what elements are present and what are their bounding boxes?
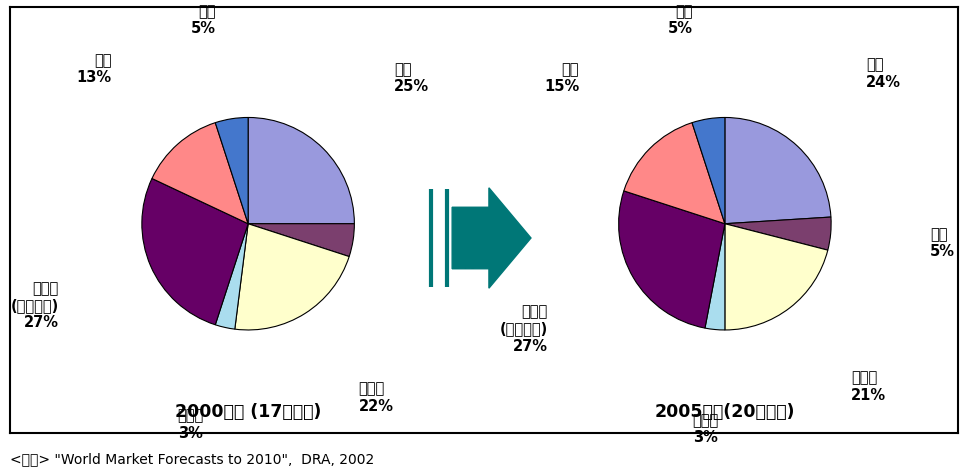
- Wedge shape: [142, 178, 248, 325]
- Text: 동유럽
3%: 동유럽 3%: [693, 413, 719, 445]
- Text: 아시아
(중국제외)
27%: 아시아 (중국제외) 27%: [11, 281, 59, 330]
- Text: 서유럽
21%: 서유럽 21%: [851, 370, 886, 403]
- Text: 남미
5%: 남미 5%: [930, 227, 955, 259]
- FancyArrow shape: [452, 188, 531, 288]
- Text: 북미
24%: 북미 24%: [866, 57, 901, 89]
- Text: 2005년도(20백만톤): 2005년도(20백만톤): [655, 403, 795, 421]
- Wedge shape: [215, 118, 248, 224]
- Wedge shape: [215, 224, 248, 329]
- Wedge shape: [248, 118, 354, 224]
- Text: 중국
15%: 중국 15%: [544, 62, 579, 94]
- Text: 북미
25%: 북미 25%: [394, 62, 429, 94]
- Wedge shape: [705, 224, 725, 330]
- Text: <근거> "World Market Forecasts to 2010",  DRA, 2002: <근거> "World Market Forecasts to 2010", D…: [10, 452, 374, 466]
- Text: 2000년도 (17백만톤): 2000년도 (17백만톤): [175, 403, 321, 421]
- Wedge shape: [692, 118, 725, 224]
- Wedge shape: [725, 217, 831, 250]
- Wedge shape: [725, 118, 831, 224]
- Text: 기타
5%: 기타 5%: [667, 4, 693, 36]
- Wedge shape: [619, 191, 725, 328]
- Wedge shape: [234, 224, 349, 330]
- Wedge shape: [248, 224, 354, 257]
- Wedge shape: [152, 123, 248, 224]
- Text: 아시아
(중국제외)
27%: 아시아 (중국제외) 27%: [499, 304, 548, 354]
- Text: 기타
5%: 기타 5%: [191, 4, 216, 36]
- Text: 남미
5%: 남미 5%: [451, 240, 477, 272]
- Wedge shape: [725, 224, 828, 330]
- Wedge shape: [624, 123, 725, 224]
- Text: 중국
13%: 중국 13%: [77, 53, 112, 85]
- Text: 동유럽
3%: 동유럽 3%: [177, 408, 203, 441]
- Text: 서유럽
22%: 서유럽 22%: [358, 382, 393, 414]
